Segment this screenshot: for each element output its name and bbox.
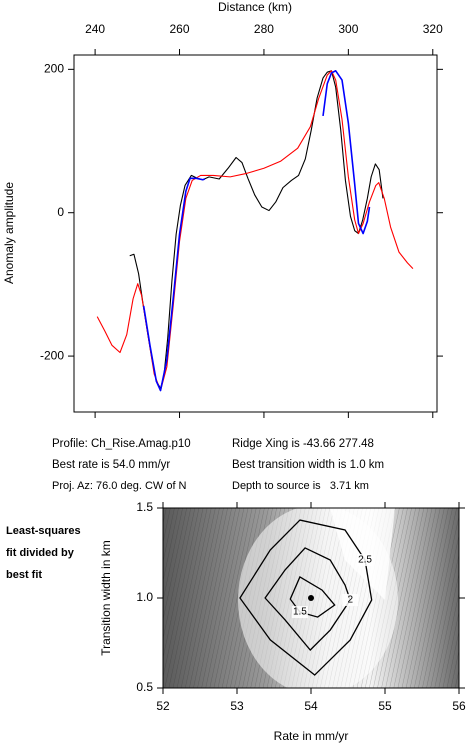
y-axis-label: Transition width in km [99, 540, 113, 656]
plot-area [96, 69, 414, 392]
info-text: Proj. Az: 76.0 deg. CW of N [52, 480, 187, 492]
x-tick-label: 260 [170, 22, 190, 36]
contour-label: 2 [347, 595, 353, 606]
x-tick-label: 55 [378, 699, 392, 713]
y-tick-label: 200 [44, 62, 64, 76]
contour-label-bg [342, 593, 359, 606]
x-tick-label: 280 [254, 22, 274, 36]
info-text: Best transition width is 1.0 km [232, 459, 384, 471]
profile-line [142, 69, 371, 392]
x-axis-label: Rate in mm/yr [274, 729, 349, 743]
x-tick-label: 53 [230, 699, 244, 713]
y-tick-label: 1.0 [136, 590, 153, 604]
x-tick-label: 52 [156, 699, 170, 713]
contour-label: 1.5 [293, 607, 307, 618]
x-tick-label: 320 [423, 22, 443, 36]
y-tick-label: 1.5 [136, 500, 153, 514]
y-axis-label: Anomaly amplitude [2, 182, 16, 284]
caption-line: best fit [6, 569, 42, 581]
best-fit-point [308, 595, 314, 601]
x-tick-label: 56 [452, 699, 466, 713]
y-tick-label: -200 [40, 348, 64, 362]
plot-area: 1.5 2 2.5 [239, 519, 374, 676]
x-tick-label: 240 [85, 22, 105, 36]
contour-label: 2.5 [358, 555, 372, 566]
profile-line [96, 70, 414, 392]
profile-line [129, 70, 384, 389]
x-tick-label: 54 [304, 699, 318, 713]
info-text: Ridge Xing is -43.66 277.48 [232, 438, 374, 450]
info-text: Depth to source is 3.71 km [232, 480, 369, 492]
contour-label-bg [291, 606, 308, 619]
plot-frame [73, 54, 438, 413]
y-tick-label: 0 [57, 205, 64, 219]
x-axis-label: Distance (km) [218, 0, 292, 14]
caption-line: fit divided by [6, 547, 75, 559]
contour-line [289, 576, 336, 618]
contour-line [239, 519, 373, 676]
info-text: Best rate is 54.0 mm/yr [52, 459, 170, 471]
contour-label-bg [357, 554, 374, 567]
info-text: Profile: Ch_Rise.Amag.p10 [52, 438, 191, 450]
caption-line: Least-squares [6, 525, 81, 537]
x-tick-label: 300 [338, 22, 358, 36]
y-tick-label: 0.5 [136, 680, 153, 694]
contour-line [264, 547, 351, 651]
